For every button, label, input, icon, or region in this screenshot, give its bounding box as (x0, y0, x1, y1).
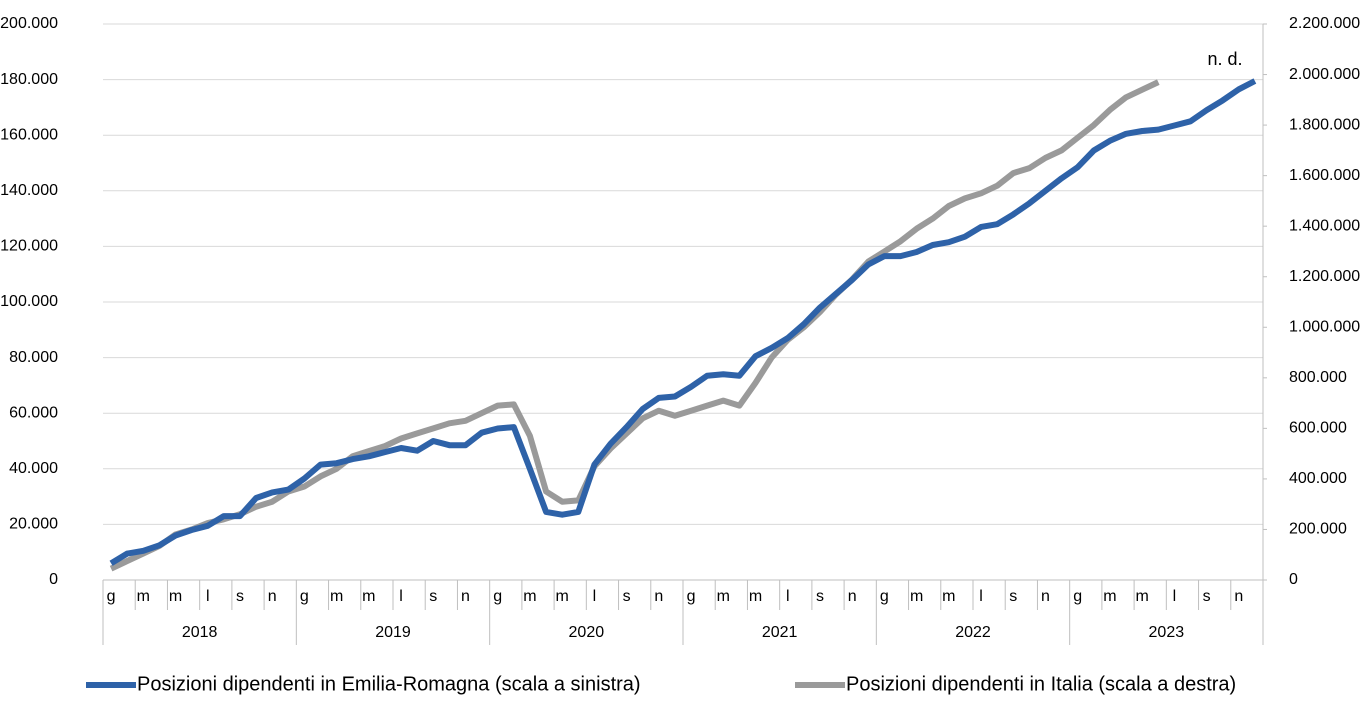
x-tick-label: m (749, 588, 762, 605)
x-tick-label: g (880, 588, 889, 605)
x-tick-label: l (206, 588, 210, 605)
y-tick-label: 60.000 (9, 404, 58, 421)
x-tick-label: s (429, 588, 437, 605)
x-tick-label: m (910, 588, 923, 605)
y2-tick-label: 1.000.000 (1289, 318, 1360, 335)
x-tick-label: s (1203, 588, 1211, 605)
x-tick-label: n (461, 588, 470, 605)
y2-tick-label: 800.000 (1289, 369, 1347, 386)
y-tick-label: 80.000 (9, 349, 58, 366)
y-tick-label: 180.000 (0, 71, 58, 88)
y2-tick-label: 1.200.000 (1289, 268, 1360, 285)
series-line (109, 78, 1257, 566)
x-tick-label: m (523, 588, 536, 605)
y2-tick-label: 2.000.000 (1289, 66, 1360, 83)
year-label: 2023 (1149, 624, 1185, 641)
x-tick-label: s (236, 588, 244, 605)
x-tick-label: g (687, 588, 696, 605)
x-tick-label: g (493, 588, 502, 605)
x-tick-label: n (1234, 588, 1243, 605)
year-label: 2020 (569, 624, 605, 641)
x-tick-label: m (330, 588, 343, 605)
y-tick-label: 200.000 (0, 15, 58, 32)
x-tick-label: g (300, 588, 309, 605)
legend-label: Posizioni dipendenti in Italia (scala a … (846, 673, 1236, 695)
y-tick-label: 0 (49, 571, 58, 588)
x-tick-label: n (848, 588, 857, 605)
x-tick-label: g (1073, 588, 1082, 605)
series-line (109, 79, 1160, 572)
x-tick-label: s (816, 588, 824, 605)
year-label: 2018 (182, 624, 218, 641)
x-tick-label: l (399, 588, 403, 605)
x-tick-label: m (1136, 588, 1149, 605)
x-tick-label: g (107, 588, 116, 605)
x-tick-label: s (1009, 588, 1017, 605)
x-tick-label: m (1103, 588, 1116, 605)
y2-tick-label: 1.800.000 (1289, 116, 1360, 133)
x-tick-label: s (623, 588, 631, 605)
y-tick-label: 140.000 (0, 182, 58, 199)
year-label: 2021 (762, 624, 798, 641)
y-tick-label: 160.000 (0, 126, 58, 143)
y2-tick-label: 2.200.000 (1289, 15, 1360, 32)
x-tick-label: n (1041, 588, 1050, 605)
x-tick-label: m (137, 588, 150, 605)
annotation: n. d. (1207, 49, 1242, 69)
x-tick-label: m (717, 588, 730, 605)
x-tick-label: l (593, 588, 597, 605)
x-tick-label: l (1173, 588, 1177, 605)
y-tick-label: 120.000 (0, 238, 58, 255)
x-tick-label: m (556, 588, 569, 605)
x-tick-label: m (169, 588, 182, 605)
x-tick-label: n (654, 588, 663, 605)
x-tick-label: l (979, 588, 983, 605)
y-tick-label: 40.000 (9, 460, 58, 477)
y2-tick-label: 200.000 (1289, 521, 1347, 538)
year-label: 2019 (375, 624, 411, 641)
y2-tick-label: 600.000 (1289, 420, 1347, 437)
x-tick-label: m (362, 588, 375, 605)
year-label: 2022 (955, 624, 991, 641)
y-tick-label: 100.000 (0, 293, 58, 310)
y-tick-label: 20.000 (9, 516, 58, 533)
y2-tick-label: 400.000 (1289, 470, 1347, 487)
y2-tick-label: 1.400.000 (1289, 217, 1360, 234)
x-tick-label: n (268, 588, 277, 605)
legend-label: Posizioni dipendenti in Emilia-Romagna (… (137, 673, 641, 695)
x-tick-label: m (942, 588, 955, 605)
y2-tick-label: 0 (1289, 571, 1298, 588)
x-tick-label: l (786, 588, 790, 605)
y2-tick-label: 1.600.000 (1289, 167, 1360, 184)
